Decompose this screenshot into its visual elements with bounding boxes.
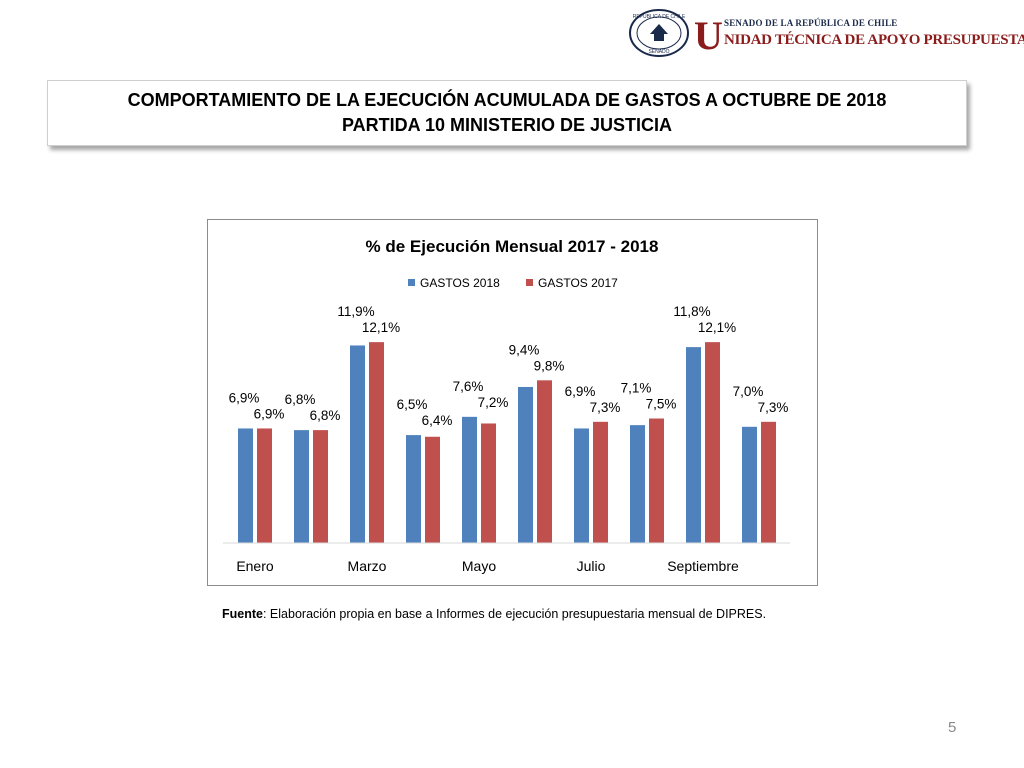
- x-axis-tick-labels: Enero Marzo Mayo Julio Septiembre: [236, 558, 739, 574]
- bar-2018-febrero: [294, 430, 309, 543]
- bar-2017-octubre: [761, 421, 776, 543]
- slide-title-line-1: COMPORTAMIENTO DE LA EJECUCIÓN ACUMULADA…: [127, 90, 887, 110]
- bar-2017-marzo: [369, 342, 384, 543]
- x-tick-julio: Julio: [577, 558, 606, 574]
- chart-data-labels: 6,9%6,9%6,8%6,8%11,9%12,1%6,5%6,4%7,6%7,…: [229, 304, 789, 428]
- bar-2018-marzo: [350, 345, 365, 543]
- slide-title-line-2: PARTIDA 10 MINISTERIO DE JUSTICIA: [341, 115, 673, 135]
- chart-legend: GASTOS 2018 GASTOS 2017: [408, 276, 618, 290]
- bar-2018-agosto: [630, 425, 645, 543]
- bar-2017-agosto: [649, 418, 664, 543]
- source-note: Fuente: Elaboración propia en base a Inf…: [222, 607, 766, 621]
- bar-2018-junio: [518, 386, 533, 543]
- x-tick-mayo: Mayo: [462, 558, 496, 574]
- bar-2017-enero: [257, 428, 272, 543]
- source-text: : Elaboración propia en base a Informes …: [262, 607, 767, 621]
- data-label-2017-septiembre: 12,1%: [698, 320, 736, 335]
- data-label-2018-febrero: 6,8%: [285, 392, 316, 407]
- bar-2017-mayo: [481, 423, 496, 543]
- chart-bars: [238, 342, 776, 543]
- legend-label-1: GASTOS 2017: [538, 276, 618, 290]
- chart-svg: % de Ejecución Mensual 2017 - 2018 GASTO…: [223, 237, 790, 574]
- bar-2018-julio: [574, 428, 589, 543]
- legend-swatch-1: [526, 279, 533, 286]
- legend-label-0: GASTOS 2018: [420, 276, 500, 290]
- chart-title: % de Ejecución Mensual 2017 - 2018: [366, 237, 659, 256]
- x-tick-septiembre: Septiembre: [667, 558, 739, 574]
- data-label-2018-agosto: 7,1%: [621, 381, 652, 396]
- seal-text-top: REPÚBLICA DE CHILE: [633, 13, 686, 20]
- bar-2017-febrero: [313, 430, 328, 543]
- bar-2017-julio: [593, 421, 608, 543]
- senate-seal-icon: REPÚBLICA DE CHILE SENADO: [629, 9, 689, 57]
- data-label-2018-octubre: 7,0%: [733, 384, 764, 399]
- bar-2018-mayo: [462, 416, 477, 543]
- data-label-2018-junio: 9,4%: [509, 342, 540, 357]
- source-label: Fuente: [222, 607, 263, 621]
- data-label-2017-enero: 6,9%: [254, 406, 285, 421]
- bar-2017-abril: [425, 436, 440, 543]
- bar-2018-octubre: [742, 426, 757, 543]
- data-label-2017-abril: 6,4%: [422, 413, 453, 428]
- data-label-2017-agosto: 7,5%: [646, 397, 677, 412]
- execution-bar-chart: % de Ejecución Mensual 2017 - 2018 GASTO…: [207, 219, 818, 586]
- data-label-2018-septiembre: 11,8%: [673, 304, 710, 319]
- seal-text-bottom: SENADO: [648, 49, 669, 55]
- data-label-2017-mayo: 7,2%: [478, 395, 509, 410]
- bar-2018-enero: [238, 428, 253, 543]
- brand-line-1: SENADO DE LA REPÚBLICA DE CHILE: [724, 18, 898, 28]
- data-label-2018-abril: 6,5%: [397, 397, 428, 412]
- brand-line-2: NIDAD TÉCNICA DE APOYO PRESUPUESTARIO: [724, 32, 1024, 48]
- page-number: 5: [948, 719, 957, 736]
- data-label-2018-enero: 6,9%: [229, 390, 260, 405]
- data-label-2017-marzo: 12,1%: [362, 320, 400, 335]
- bar-2018-abril: [406, 435, 421, 543]
- data-label-2018-mayo: 7,6%: [453, 379, 484, 394]
- data-label-2017-octubre: 7,3%: [758, 400, 789, 415]
- senate-logo: REPÚBLICA DE CHILE SENADO U SENADO DE LA…: [628, 8, 1024, 58]
- x-tick-enero: Enero: [236, 558, 274, 574]
- legend-swatch-0: [408, 279, 415, 286]
- x-tick-marzo: Marzo: [348, 558, 387, 574]
- bar-2017-septiembre: [705, 342, 720, 543]
- data-label-2018-julio: 6,9%: [565, 384, 596, 399]
- data-label-2017-febrero: 6,8%: [310, 408, 341, 423]
- bar-2017-junio: [537, 380, 552, 543]
- slide-title-box: COMPORTAMIENTO DE LA EJECUCIÓN ACUMULADA…: [47, 80, 967, 146]
- data-label-2018-marzo: 11,9%: [337, 304, 374, 319]
- data-label-2017-julio: 7,3%: [590, 400, 621, 415]
- bar-2018-septiembre: [686, 347, 701, 543]
- brand-initial: U: [694, 13, 723, 58]
- data-label-2017-junio: 9,8%: [534, 358, 565, 373]
